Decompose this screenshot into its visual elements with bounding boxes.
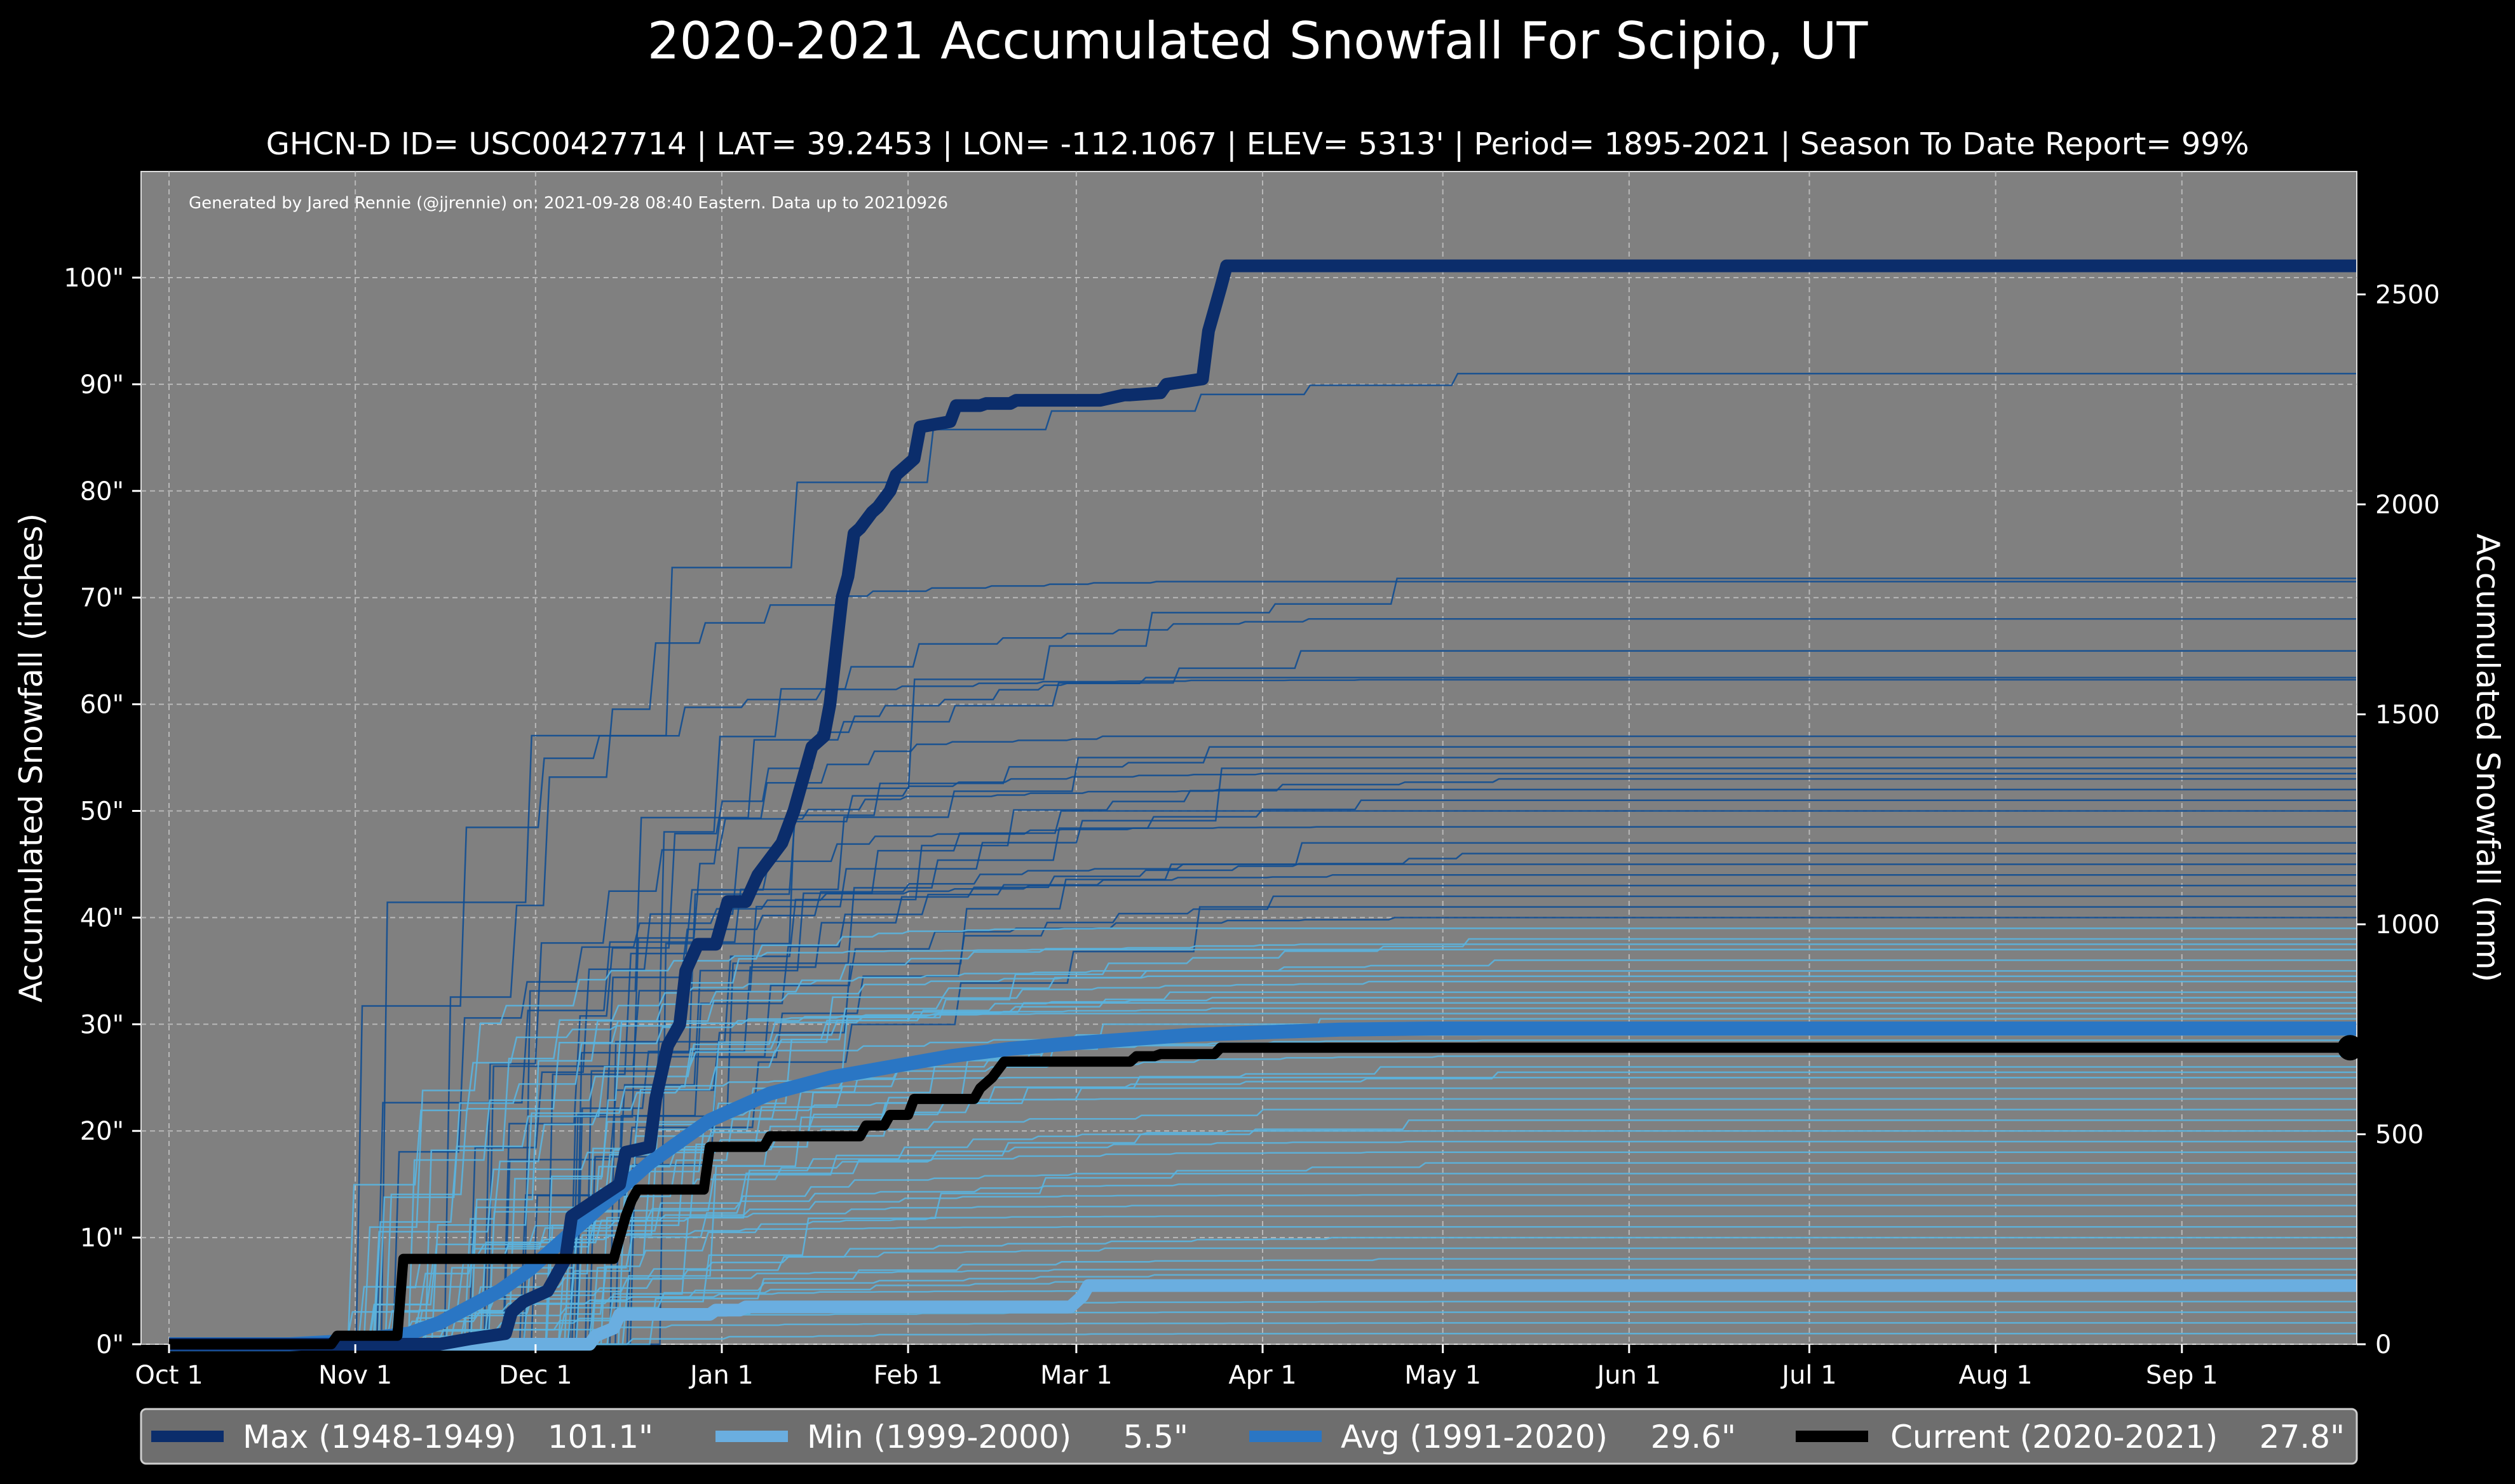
x-tick-label: Mar 1 xyxy=(1040,1361,1113,1390)
x-tick-label: Jun 1 xyxy=(1595,1361,1661,1390)
y-tick-label: 40" xyxy=(80,903,124,933)
y-tick-label: 80" xyxy=(80,477,124,506)
historical-season-line xyxy=(169,1151,2356,1346)
x-tick-label: Dec 1 xyxy=(499,1361,573,1390)
historical-season-line xyxy=(169,1290,2356,1346)
historical-season-line xyxy=(169,1119,2356,1346)
historical-season-line xyxy=(169,1183,2356,1346)
historical-season-line xyxy=(169,970,2356,1346)
series-line-current xyxy=(169,1042,2356,1349)
historical-season-line xyxy=(169,948,2356,1346)
y-right-tick-label: 0 xyxy=(2375,1330,2391,1359)
y-axis-label-right: Accumulated Snowfall (mm) xyxy=(2469,534,2506,982)
y-right-tick-label: 2000 xyxy=(2375,490,2440,520)
historical-season-line xyxy=(169,884,2356,1346)
historical-season-line xyxy=(169,788,2356,1346)
historical-season-line xyxy=(169,650,2356,1346)
legend-item-current: Current (2020-2021) 27.8" xyxy=(1796,1419,2345,1455)
x-tick-label: Feb 1 xyxy=(874,1361,943,1390)
historical-season-line xyxy=(169,874,2356,1346)
x-tick-label: May 1 xyxy=(1404,1361,1481,1390)
y-tick-label: 100" xyxy=(64,264,124,293)
historical-season-line xyxy=(169,1258,2356,1346)
historical-season-line xyxy=(169,1071,2356,1346)
legend-value-min: 5.5" xyxy=(1123,1419,1188,1455)
historical-season-line xyxy=(169,943,2356,1346)
y-tick-label: 70" xyxy=(80,584,124,613)
historical-season-line xyxy=(169,842,2356,1346)
historical-season-line xyxy=(169,677,2356,1346)
historical-season-line xyxy=(169,1130,2356,1346)
highlighted-series-lines xyxy=(169,259,2363,1351)
y-right-tick-label: 2500 xyxy=(2375,280,2440,309)
generated-note: Generated by Jared Rennie (@jjrennie) on… xyxy=(189,194,948,213)
x-tick-label: Oct 1 xyxy=(135,1361,203,1390)
legend: Max (1948-1949) 101.1" Min (1999-2000) 5… xyxy=(140,1408,2358,1465)
historical-season-line xyxy=(169,581,2356,1346)
y-axis-label-left: Accumulated Snowfall (inches) xyxy=(13,513,50,1002)
x-tick-label: Sep 1 xyxy=(2146,1361,2218,1390)
legend-item-avg: Avg (1991-2020) 29.6" xyxy=(1249,1419,1736,1455)
legend-value-current: 27.8" xyxy=(2260,1419,2345,1455)
y-tick-label: 60" xyxy=(80,691,124,720)
series-line-min xyxy=(169,1279,2356,1351)
series-line-avg xyxy=(169,1022,2356,1351)
historical-season-line xyxy=(169,1013,2356,1346)
y-tick-label: 0" xyxy=(96,1330,124,1359)
series-line-max xyxy=(169,259,2356,1351)
axis-ticks: Oct 1 Nov 1 Dec 1 Jan 1 Feb 1 Mar 1 Apr 1 May 1… xyxy=(64,264,2440,1390)
historical-season-line xyxy=(169,772,2356,1346)
historical-season-line xyxy=(169,1077,2356,1346)
historical-season-line xyxy=(169,372,2356,1346)
historical-season-line xyxy=(169,1204,2356,1346)
historical-season-line xyxy=(169,767,2356,1346)
historical-season-line xyxy=(169,1007,2356,1346)
historical-season-line xyxy=(169,1066,2356,1346)
historical-season-line xyxy=(169,778,2356,1346)
y-right-tick-label: 1000 xyxy=(2375,910,2440,940)
y-right-tick-label: 1500 xyxy=(2375,700,2440,729)
chart-title: 2020-2021 Accumulated Snowfall For Scipi… xyxy=(647,11,1869,71)
y-tick-label: 20" xyxy=(80,1117,124,1146)
y-tick-label: 10" xyxy=(80,1224,124,1253)
legend-value-avg: 29.6" xyxy=(1651,1419,1736,1455)
historical-season-line xyxy=(169,746,2356,1346)
x-tick-label: Nov 1 xyxy=(318,1361,392,1390)
historical-season-line xyxy=(169,826,2356,1346)
historical-season-line xyxy=(169,959,2356,1346)
legend-value-max: 101.1" xyxy=(548,1419,653,1455)
legend-label-avg: Avg (1991-2020) xyxy=(1341,1419,1608,1455)
legend-item-max: Max (1948-1949) 101.1" xyxy=(151,1419,653,1455)
legend-label-max: Max (1948-1949) xyxy=(243,1419,517,1455)
historical-season-line xyxy=(169,1332,2356,1346)
legend-label-min: Min (1999-2000) xyxy=(807,1419,1071,1455)
chart-subtitle: GHCN-D ID= USC00427714 | LAT= 39.2453 | … xyxy=(266,126,2249,162)
legend-item-min: Min (1999-2000) 5.5" xyxy=(715,1419,1188,1455)
legend-box xyxy=(140,1408,2358,1465)
legend-label-current: Current (2020-2021) xyxy=(1890,1419,2218,1455)
historical-season-line xyxy=(169,757,2356,1346)
x-tick-label: Jul 1 xyxy=(1780,1361,1836,1390)
historical-season-line xyxy=(169,1173,2356,1346)
historical-season-line xyxy=(169,938,2356,1346)
y-tick-label: 50" xyxy=(80,797,124,826)
historical-season-line xyxy=(169,975,2356,1346)
y-right-tick-label: 500 xyxy=(2375,1120,2423,1149)
historical-season-line xyxy=(169,991,2356,1346)
historical-season-line xyxy=(169,678,2356,1346)
current-endpoint-marker xyxy=(2337,1035,2363,1061)
y-tick-label: 30" xyxy=(80,1010,124,1039)
y-tick-label: 90" xyxy=(80,370,124,400)
x-tick-label: Jan 1 xyxy=(688,1361,754,1390)
x-tick-label: Apr 1 xyxy=(1228,1361,1296,1390)
historical-season-line xyxy=(169,1002,2356,1346)
x-tick-label: Aug 1 xyxy=(1958,1361,2032,1390)
historical-season-line xyxy=(169,1034,2356,1346)
historical-season-line xyxy=(169,1215,2356,1346)
